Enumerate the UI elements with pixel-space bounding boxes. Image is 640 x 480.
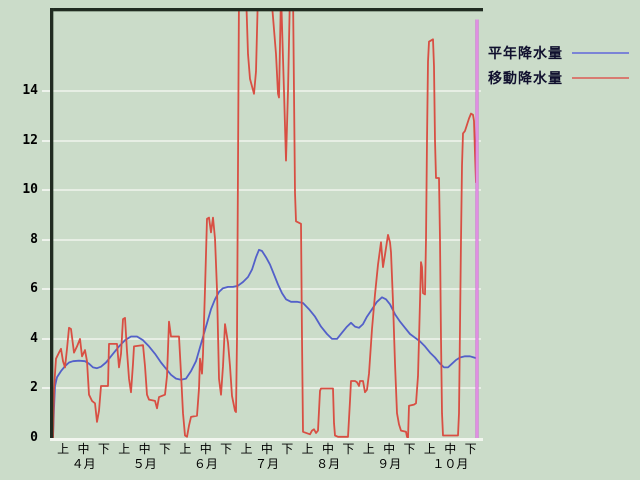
x-axis-period-label: 下: [281, 442, 294, 456]
y-axis-tick-label: 0: [30, 430, 38, 445]
gridline: [53, 288, 481, 291]
plot-border-left: [50, 8, 53, 438]
y-axis-tick-label: 4: [30, 330, 38, 346]
x-axis-period-label: 上: [57, 442, 70, 456]
x-axis-period-label: 上: [362, 442, 375, 456]
plot-border-top: [50, 8, 483, 11]
y-axis-tick-label: 8: [30, 231, 38, 247]
x-axis-period-label: 中: [444, 442, 457, 456]
legend-label-moving: 移動降水量: [488, 70, 563, 87]
gridline: [53, 90, 481, 93]
y-axis-tick-label: 6: [30, 281, 38, 297]
x-axis-month-label: １０月: [432, 457, 469, 471]
legend-item-moving: 移動降水量: [488, 65, 629, 90]
y-axis-tick: [42, 238, 50, 241]
normal-precip-line: [53, 248, 479, 438]
x-axis-period-label: 中: [322, 442, 335, 456]
x-axis-month-labels: ４月 ５月 ６月 ７月 ８月 ９月 １０月: [53, 457, 481, 471]
y-axis-tick: [42, 387, 50, 390]
legend-item-normal: 平年降水量: [488, 40, 629, 65]
x-axis-period-label: 中: [77, 442, 90, 456]
chart-legend: 平年降水量 移動降水量: [488, 40, 629, 90]
x-axis-period-label: 下: [464, 442, 477, 456]
y-axis-tick: [42, 189, 50, 192]
y-axis-tick: [42, 90, 50, 93]
y-axis-tick-label: 2: [30, 380, 38, 396]
plot-area: [53, 8, 479, 438]
x-axis-month-label: ９月: [377, 457, 402, 471]
y-axis-tick-label: 12: [22, 132, 38, 148]
y-axis-tick: [42, 139, 50, 142]
x-axis-month-label: ４月: [71, 457, 96, 471]
y-axis-tick-label: 14: [22, 83, 38, 99]
x-axis-period-label: 上: [301, 442, 314, 456]
x-axis-month-label: ６月: [193, 457, 218, 471]
x-axis-period-label: 下: [159, 442, 172, 456]
x-axis-line: [50, 438, 483, 441]
x-axis-period-label: 中: [260, 442, 273, 456]
moving-precip-line: [53, 8, 477, 438]
gridline: [53, 238, 481, 241]
legend-swatch-moving-line: [572, 76, 629, 79]
x-axis-period-label: 下: [403, 442, 416, 456]
gridline: [53, 387, 481, 390]
x-axis-period-label: 中: [383, 442, 396, 456]
gridline: [53, 337, 481, 340]
legend-label-normal: 平年降水量: [488, 45, 563, 62]
gridline: [53, 139, 481, 142]
x-axis-period-label: 上: [423, 442, 436, 456]
x-axis-period-labels: 上中下上中下上中下上中下上中下上中下上中下: [53, 443, 481, 456]
x-axis-period-label: 上: [179, 442, 192, 456]
x-axis-period-label: 上: [240, 442, 253, 456]
x-axis-period-label: 中: [199, 442, 212, 456]
y-axis-tick: [42, 337, 50, 340]
x-axis-period-label: 下: [97, 442, 110, 456]
x-axis-month-label: ７月: [254, 457, 279, 471]
y-axis-tick-label: 10: [22, 182, 38, 198]
x-axis-period-label: 下: [220, 442, 233, 456]
x-axis-month-label: ８月: [316, 457, 341, 471]
legend-swatch-normal-line: [572, 51, 629, 54]
x-axis-month-label: ５月: [132, 457, 157, 471]
gridline: [53, 189, 481, 192]
x-axis-period-label: 下: [342, 442, 355, 456]
y-axis-tick: [42, 288, 50, 291]
x-axis-period-label: 上: [118, 442, 131, 456]
x-axis-period-label: 中: [138, 442, 151, 456]
